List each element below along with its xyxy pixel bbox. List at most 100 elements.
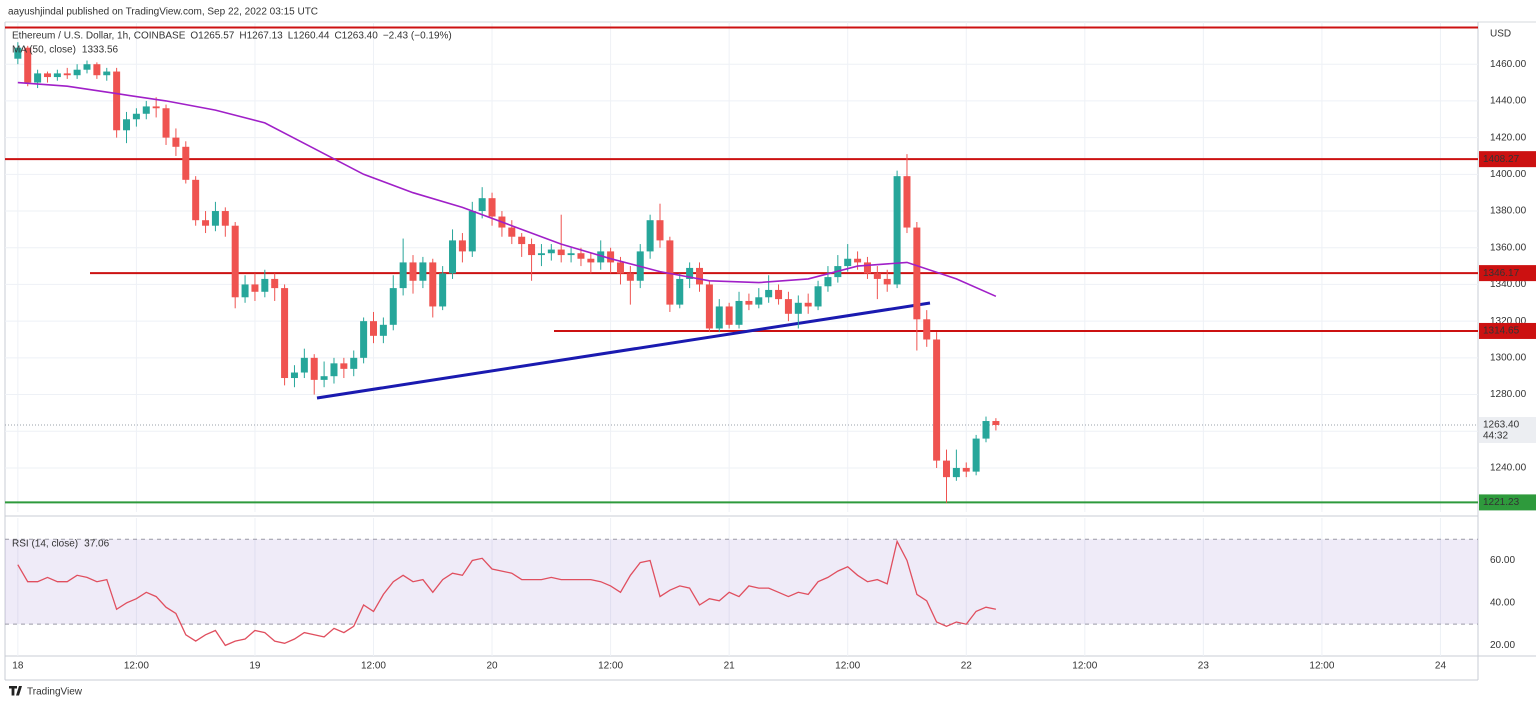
candle-body	[616, 262, 624, 274]
y-tick-label: 1320.00	[1490, 316, 1527, 327]
candle-body	[992, 421, 1000, 426]
level-badge	[1479, 494, 1536, 511]
x-tick-label: 20	[486, 661, 498, 672]
candle-body	[537, 253, 545, 256]
candle-body	[765, 289, 773, 298]
candle-body	[103, 71, 111, 76]
y-tick-label: 1300.00	[1490, 352, 1527, 363]
candle-body	[824, 277, 832, 287]
candle-body	[686, 267, 694, 279]
candle-body	[666, 240, 674, 305]
y-tick-label: 1380.00	[1490, 206, 1527, 217]
candle-body	[182, 146, 190, 180]
candle-body	[597, 251, 605, 263]
y-tick-label: 1240.00	[1490, 463, 1527, 474]
candle-body	[449, 240, 457, 274]
rsi-legend-name: RSI (14, close)	[12, 539, 78, 550]
candle-body	[261, 278, 269, 292]
candle-body	[863, 262, 871, 274]
candle-body	[646, 220, 654, 252]
rsi-tick-label: 40.00	[1490, 598, 1515, 609]
candle-body	[53, 73, 61, 78]
level-badge	[1479, 151, 1536, 168]
candle-body	[528, 244, 536, 256]
ohlc-label: L1260.44	[288, 31, 330, 42]
candle-body	[290, 372, 298, 379]
candle-body	[330, 363, 338, 377]
x-tick-label: 19	[249, 661, 261, 672]
x-tick-label: 23	[1198, 661, 1210, 672]
candle-body	[369, 321, 377, 336]
y-tick-label: 1400.00	[1490, 169, 1527, 180]
candle-body	[340, 363, 348, 369]
candle-body	[142, 106, 150, 114]
x-tick-label: 12:00	[1309, 661, 1334, 672]
marks-layer	[14, 42, 1000, 503]
level-label: 1346.17	[1483, 268, 1520, 279]
candle-body	[696, 267, 704, 285]
x-tick-label: 24	[1435, 661, 1447, 672]
x-tick-label: 12:00	[1072, 661, 1097, 672]
candle-body	[132, 113, 140, 120]
candle-body	[587, 258, 595, 263]
candle-body	[942, 460, 950, 478]
ma-legend-name: MA (50, close)	[12, 45, 76, 56]
y-tick-label: 1360.00	[1490, 242, 1527, 253]
y-tick-label: 1280.00	[1490, 389, 1527, 400]
candle-body	[478, 198, 486, 212]
candle-body	[557, 249, 565, 256]
candle-body	[715, 306, 723, 329]
candle-body	[804, 302, 812, 307]
brand-name: TradingView	[27, 687, 83, 698]
candle-body	[982, 421, 990, 439]
candle-body	[577, 253, 585, 259]
labels-layer: 18 12:00 19 12:00 20 12:00 21 12:00 22 12:00 23 12:…	[12, 29, 1536, 672]
candle-body	[379, 324, 387, 336]
candle-body	[952, 467, 960, 478]
candle-body	[893, 176, 901, 285]
moving-average	[17, 81, 997, 298]
candle-body	[192, 179, 200, 221]
candle-body	[310, 357, 318, 380]
y-tick-label: 1460.00	[1490, 59, 1527, 70]
last-price-badge	[1479, 417, 1536, 444]
symbol-label: Ethereum / U.S. Dollar, 1h, COINBASE	[12, 31, 186, 42]
candle-body	[626, 273, 634, 281]
candle-body	[518, 236, 526, 245]
band-layer	[5, 538, 1478, 625]
ohlc-label: O1265.57	[190, 31, 234, 42]
level-label: 1408.27	[1483, 154, 1520, 165]
rsi-tick-label: 20.00	[1490, 640, 1515, 651]
candle-body	[202, 220, 210, 226]
candle-body	[172, 137, 180, 147]
candle-body	[281, 288, 289, 379]
candle-body	[241, 284, 249, 298]
rsi-tick-label: 60.00	[1490, 555, 1515, 566]
candle-body	[34, 73, 42, 83]
candle-body	[814, 286, 822, 307]
last-price-label: 1263.40	[1483, 420, 1520, 431]
candle-body	[73, 69, 81, 76]
publisher-line: aayushjindal published on TradingView.co…	[8, 7, 318, 18]
ohlc-label: H1267.13	[239, 31, 283, 42]
candle-body	[458, 240, 466, 252]
candle-body	[962, 467, 970, 472]
candle-body	[933, 339, 941, 461]
candle-body	[656, 220, 664, 241]
candle-body	[488, 198, 496, 217]
candle-body	[251, 284, 259, 292]
x-tick-label: 12:00	[124, 661, 149, 672]
candle-body	[844, 258, 852, 267]
candle-body	[14, 47, 22, 59]
candle-body	[755, 297, 763, 305]
candle-body	[784, 299, 792, 314]
candle-body	[508, 227, 516, 237]
candle-body	[883, 278, 891, 285]
currency-label: USD	[1490, 29, 1511, 40]
candle-body	[211, 211, 219, 226]
candle-body	[607, 251, 615, 263]
x-tick-label: 12:00	[835, 661, 860, 672]
x-tick-label: 12:00	[361, 661, 386, 672]
candle-body	[854, 258, 862, 263]
